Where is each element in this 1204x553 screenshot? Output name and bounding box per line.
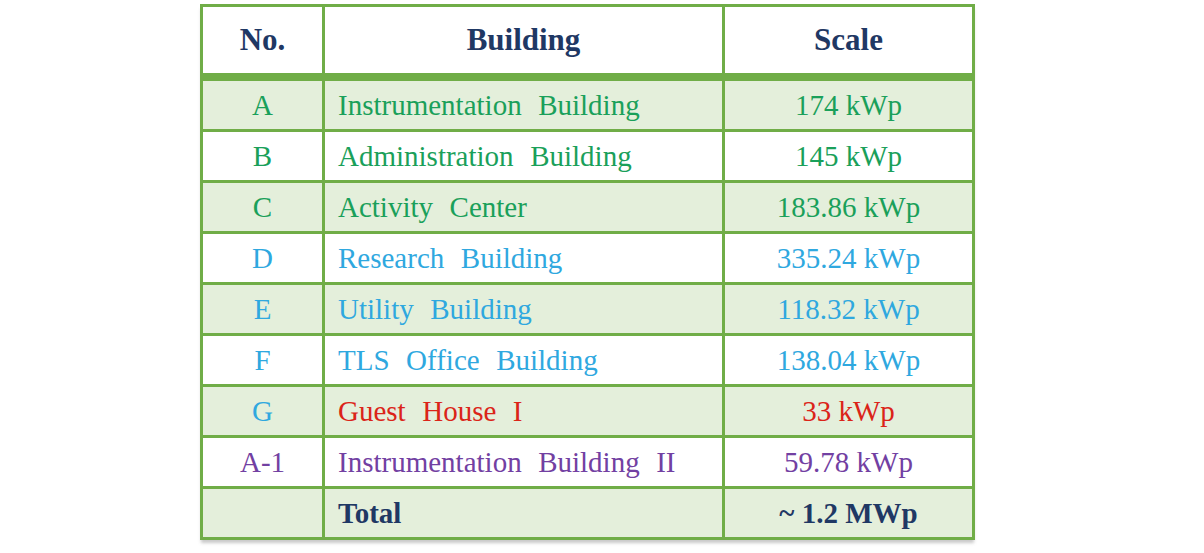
cell-scale: 138.04 kWp — [724, 335, 974, 386]
header-cell-scale: Scale — [724, 6, 974, 78]
cell-building: Guest House I — [324, 386, 724, 437]
table-body: A Instrumentation Building 174 kWp B Adm… — [202, 77, 974, 539]
cell-building: Total — [324, 488, 724, 539]
cell-no — [202, 488, 324, 539]
cell-no: F — [202, 335, 324, 386]
cell-scale: 59.78 kWp — [724, 437, 974, 488]
cell-no: A — [202, 77, 324, 131]
cell-building: Instrumentation Building II — [324, 437, 724, 488]
table-row: A-1 Instrumentation Building II 59.78 kW… — [202, 437, 974, 488]
table-row: D Research Building 335.24 kWp — [202, 233, 974, 284]
table-row: B Administration Building 145 kWp — [202, 131, 974, 182]
cell-building: Utility Building — [324, 284, 724, 335]
cell-no: G — [202, 386, 324, 437]
header-cell-building: Building — [324, 6, 724, 78]
table-row: E Utility Building 118.32 kWp — [202, 284, 974, 335]
cell-building: Activity Center — [324, 182, 724, 233]
slide-canvas: No. Building Scale A Instrumentation Bui… — [0, 0, 1204, 553]
header-row: No. Building Scale — [202, 6, 974, 78]
table-row: C Activity Center 183.86 kWp — [202, 182, 974, 233]
table-header: No. Building Scale — [202, 6, 974, 78]
cell-building: TLS Office Building — [324, 335, 724, 386]
cell-no: A-1 — [202, 437, 324, 488]
cell-scale: 174 kWp — [724, 77, 974, 131]
cell-no: D — [202, 233, 324, 284]
table-row: G Guest House I 33 kWp — [202, 386, 974, 437]
cell-no: B — [202, 131, 324, 182]
cell-building: Instrumentation Building — [324, 77, 724, 131]
cell-scale: 118.32 kWp — [724, 284, 974, 335]
cell-no: E — [202, 284, 324, 335]
table-row: A Instrumentation Building 174 kWp — [202, 77, 974, 131]
cell-scale: ~ 1.2 MWp — [724, 488, 974, 539]
cell-scale: 183.86 kWp — [724, 182, 974, 233]
header-cell-no: No. — [202, 6, 324, 78]
table-row: Total ~ 1.2 MWp — [202, 488, 974, 539]
cell-scale: 335.24 kWp — [724, 233, 974, 284]
cell-scale: 33 kWp — [724, 386, 974, 437]
pv-capacity-table: No. Building Scale A Instrumentation Bui… — [200, 4, 975, 540]
cell-no: C — [202, 182, 324, 233]
table-row: F TLS Office Building 138.04 kWp — [202, 335, 974, 386]
cell-building: Administration Building — [324, 131, 724, 182]
cell-scale: 145 kWp — [724, 131, 974, 182]
cell-building: Research Building — [324, 233, 724, 284]
